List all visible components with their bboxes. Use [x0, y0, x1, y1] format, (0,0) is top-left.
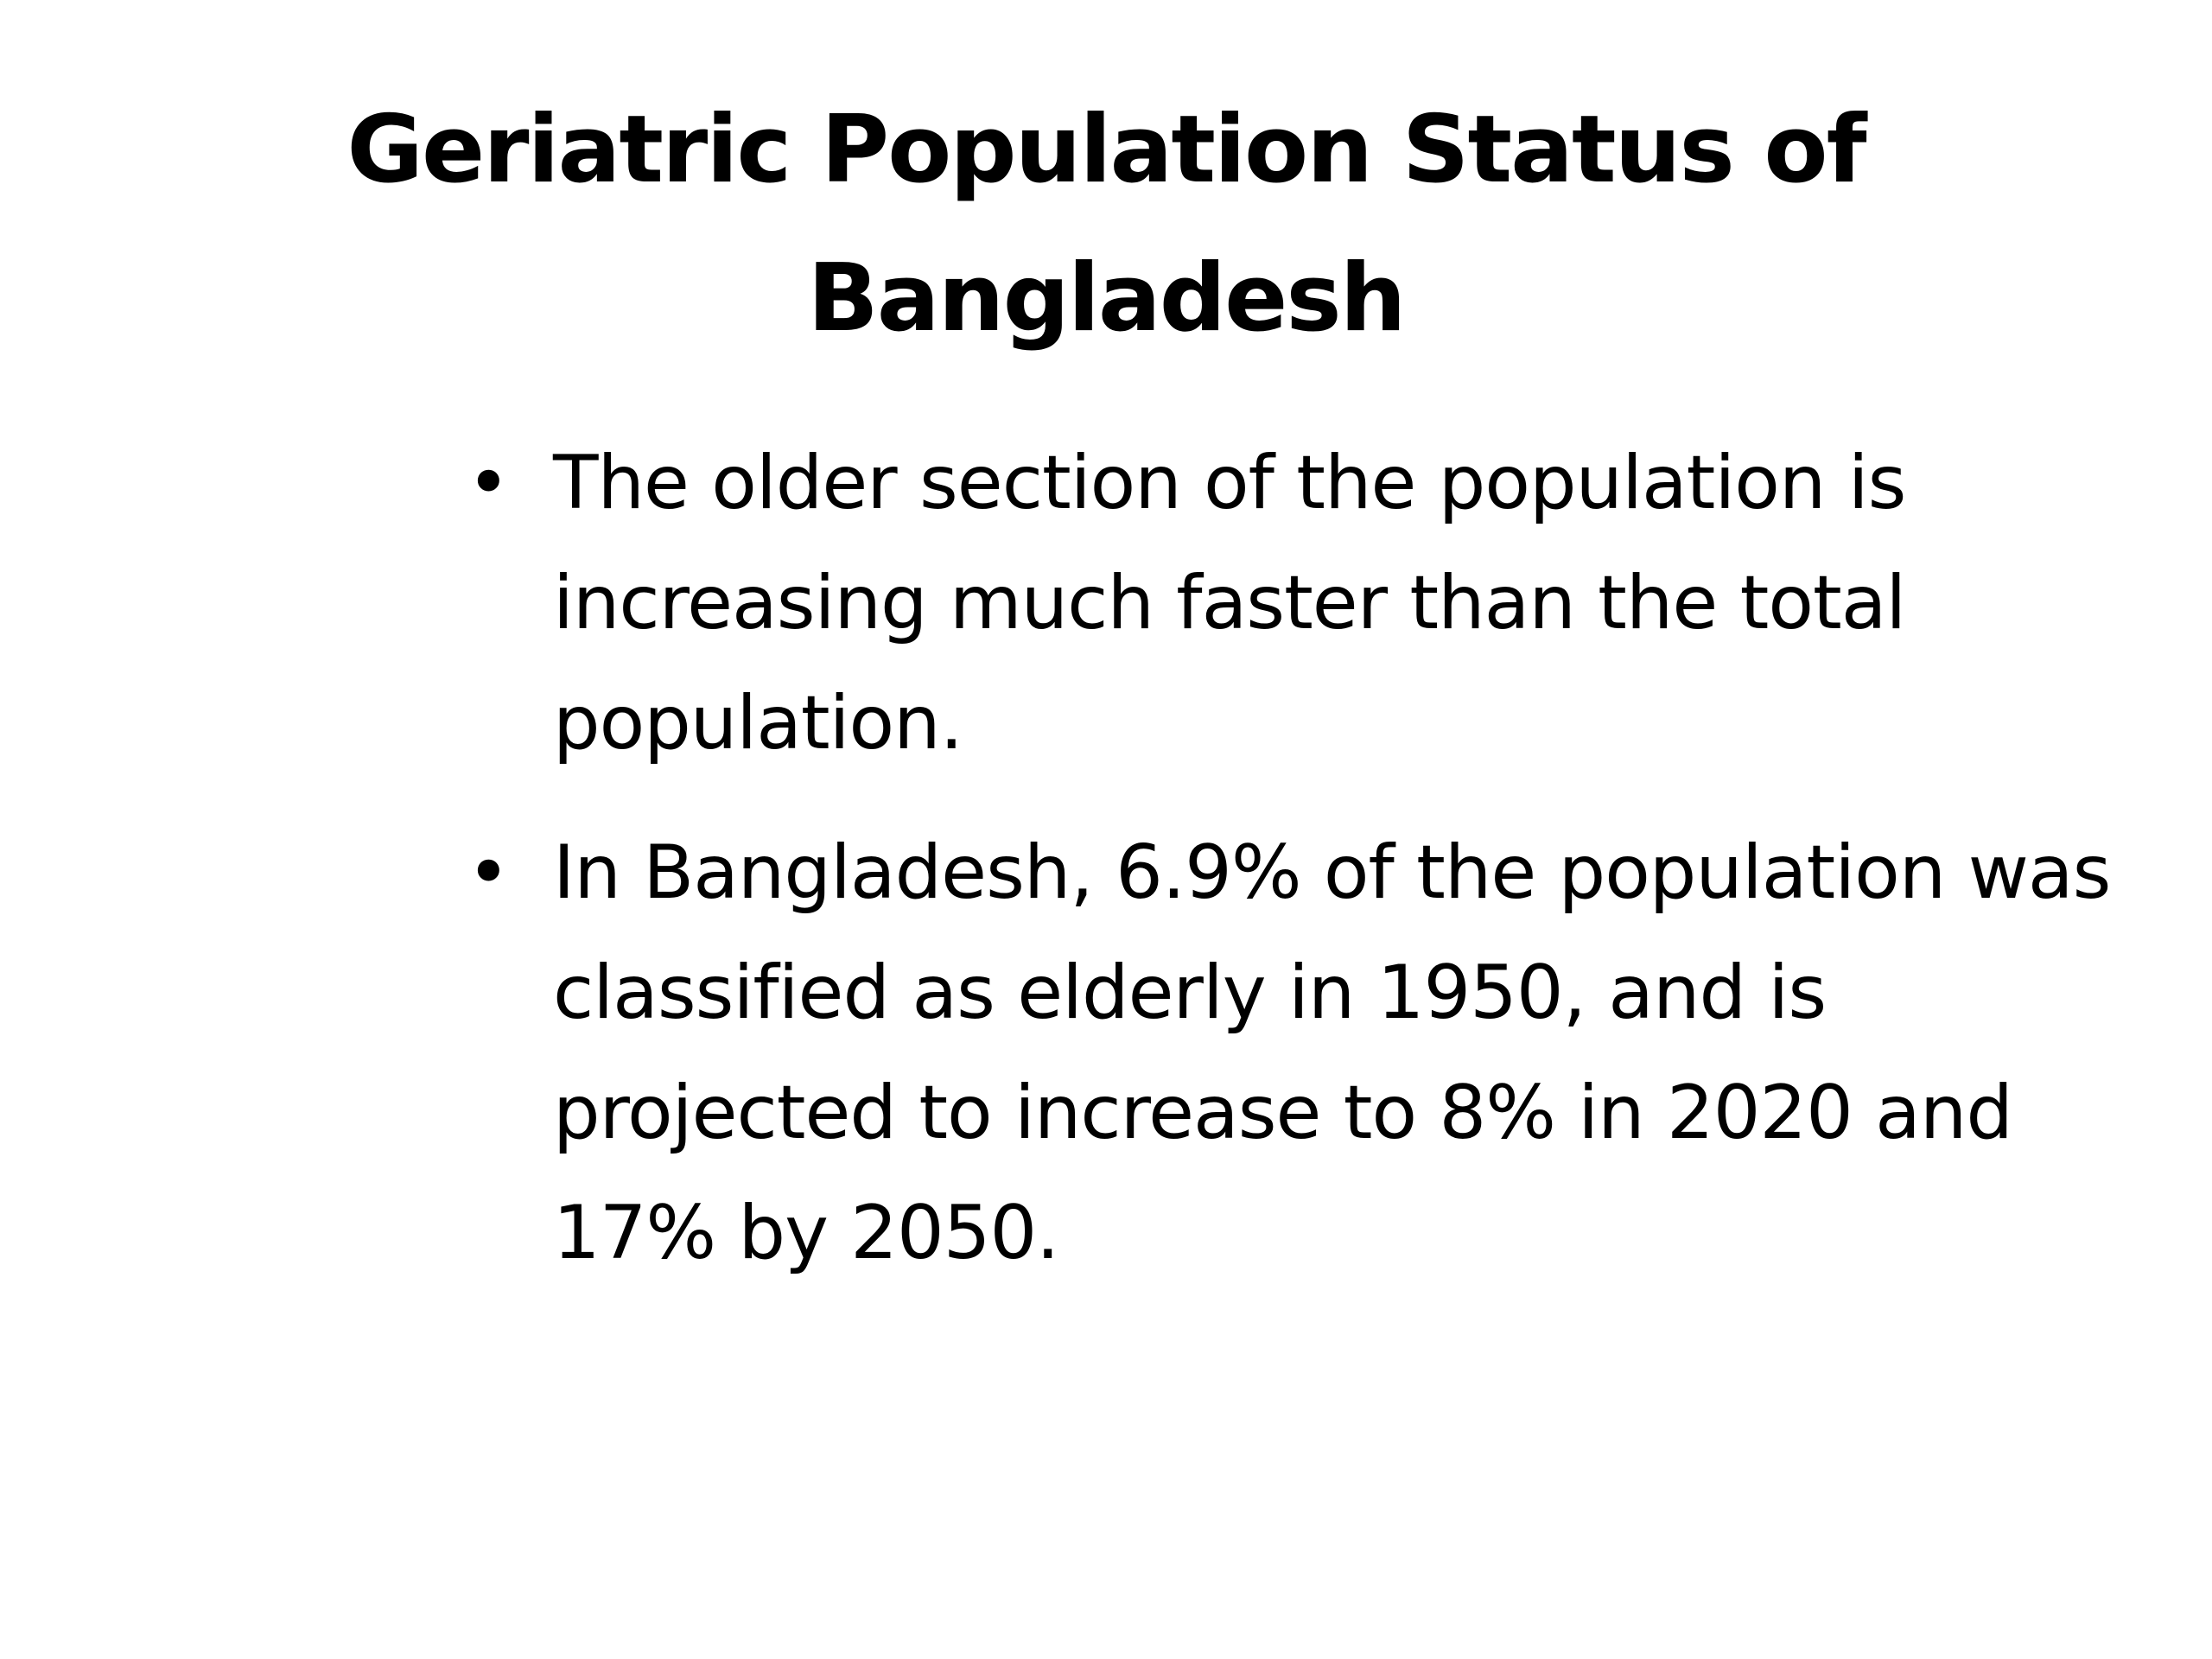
- bullet-dot-icon: •: [467, 440, 511, 526]
- bullet-item: • In Bangladesh, 6.9% of the population …: [458, 813, 2169, 1294]
- bullet-text: The older section of the population is i…: [553, 440, 1906, 766]
- slide-title: Geriatric Population Status of Banglades…: [346, 96, 1866, 353]
- bullet-text: In Bangladesh, 6.9% of the population wa…: [553, 830, 2111, 1276]
- bullet-item: • The older section of the population is…: [458, 423, 2169, 784]
- bullet-list: • The older section of the population is…: [458, 423, 2169, 1323]
- bullet-dot-icon: •: [467, 830, 511, 916]
